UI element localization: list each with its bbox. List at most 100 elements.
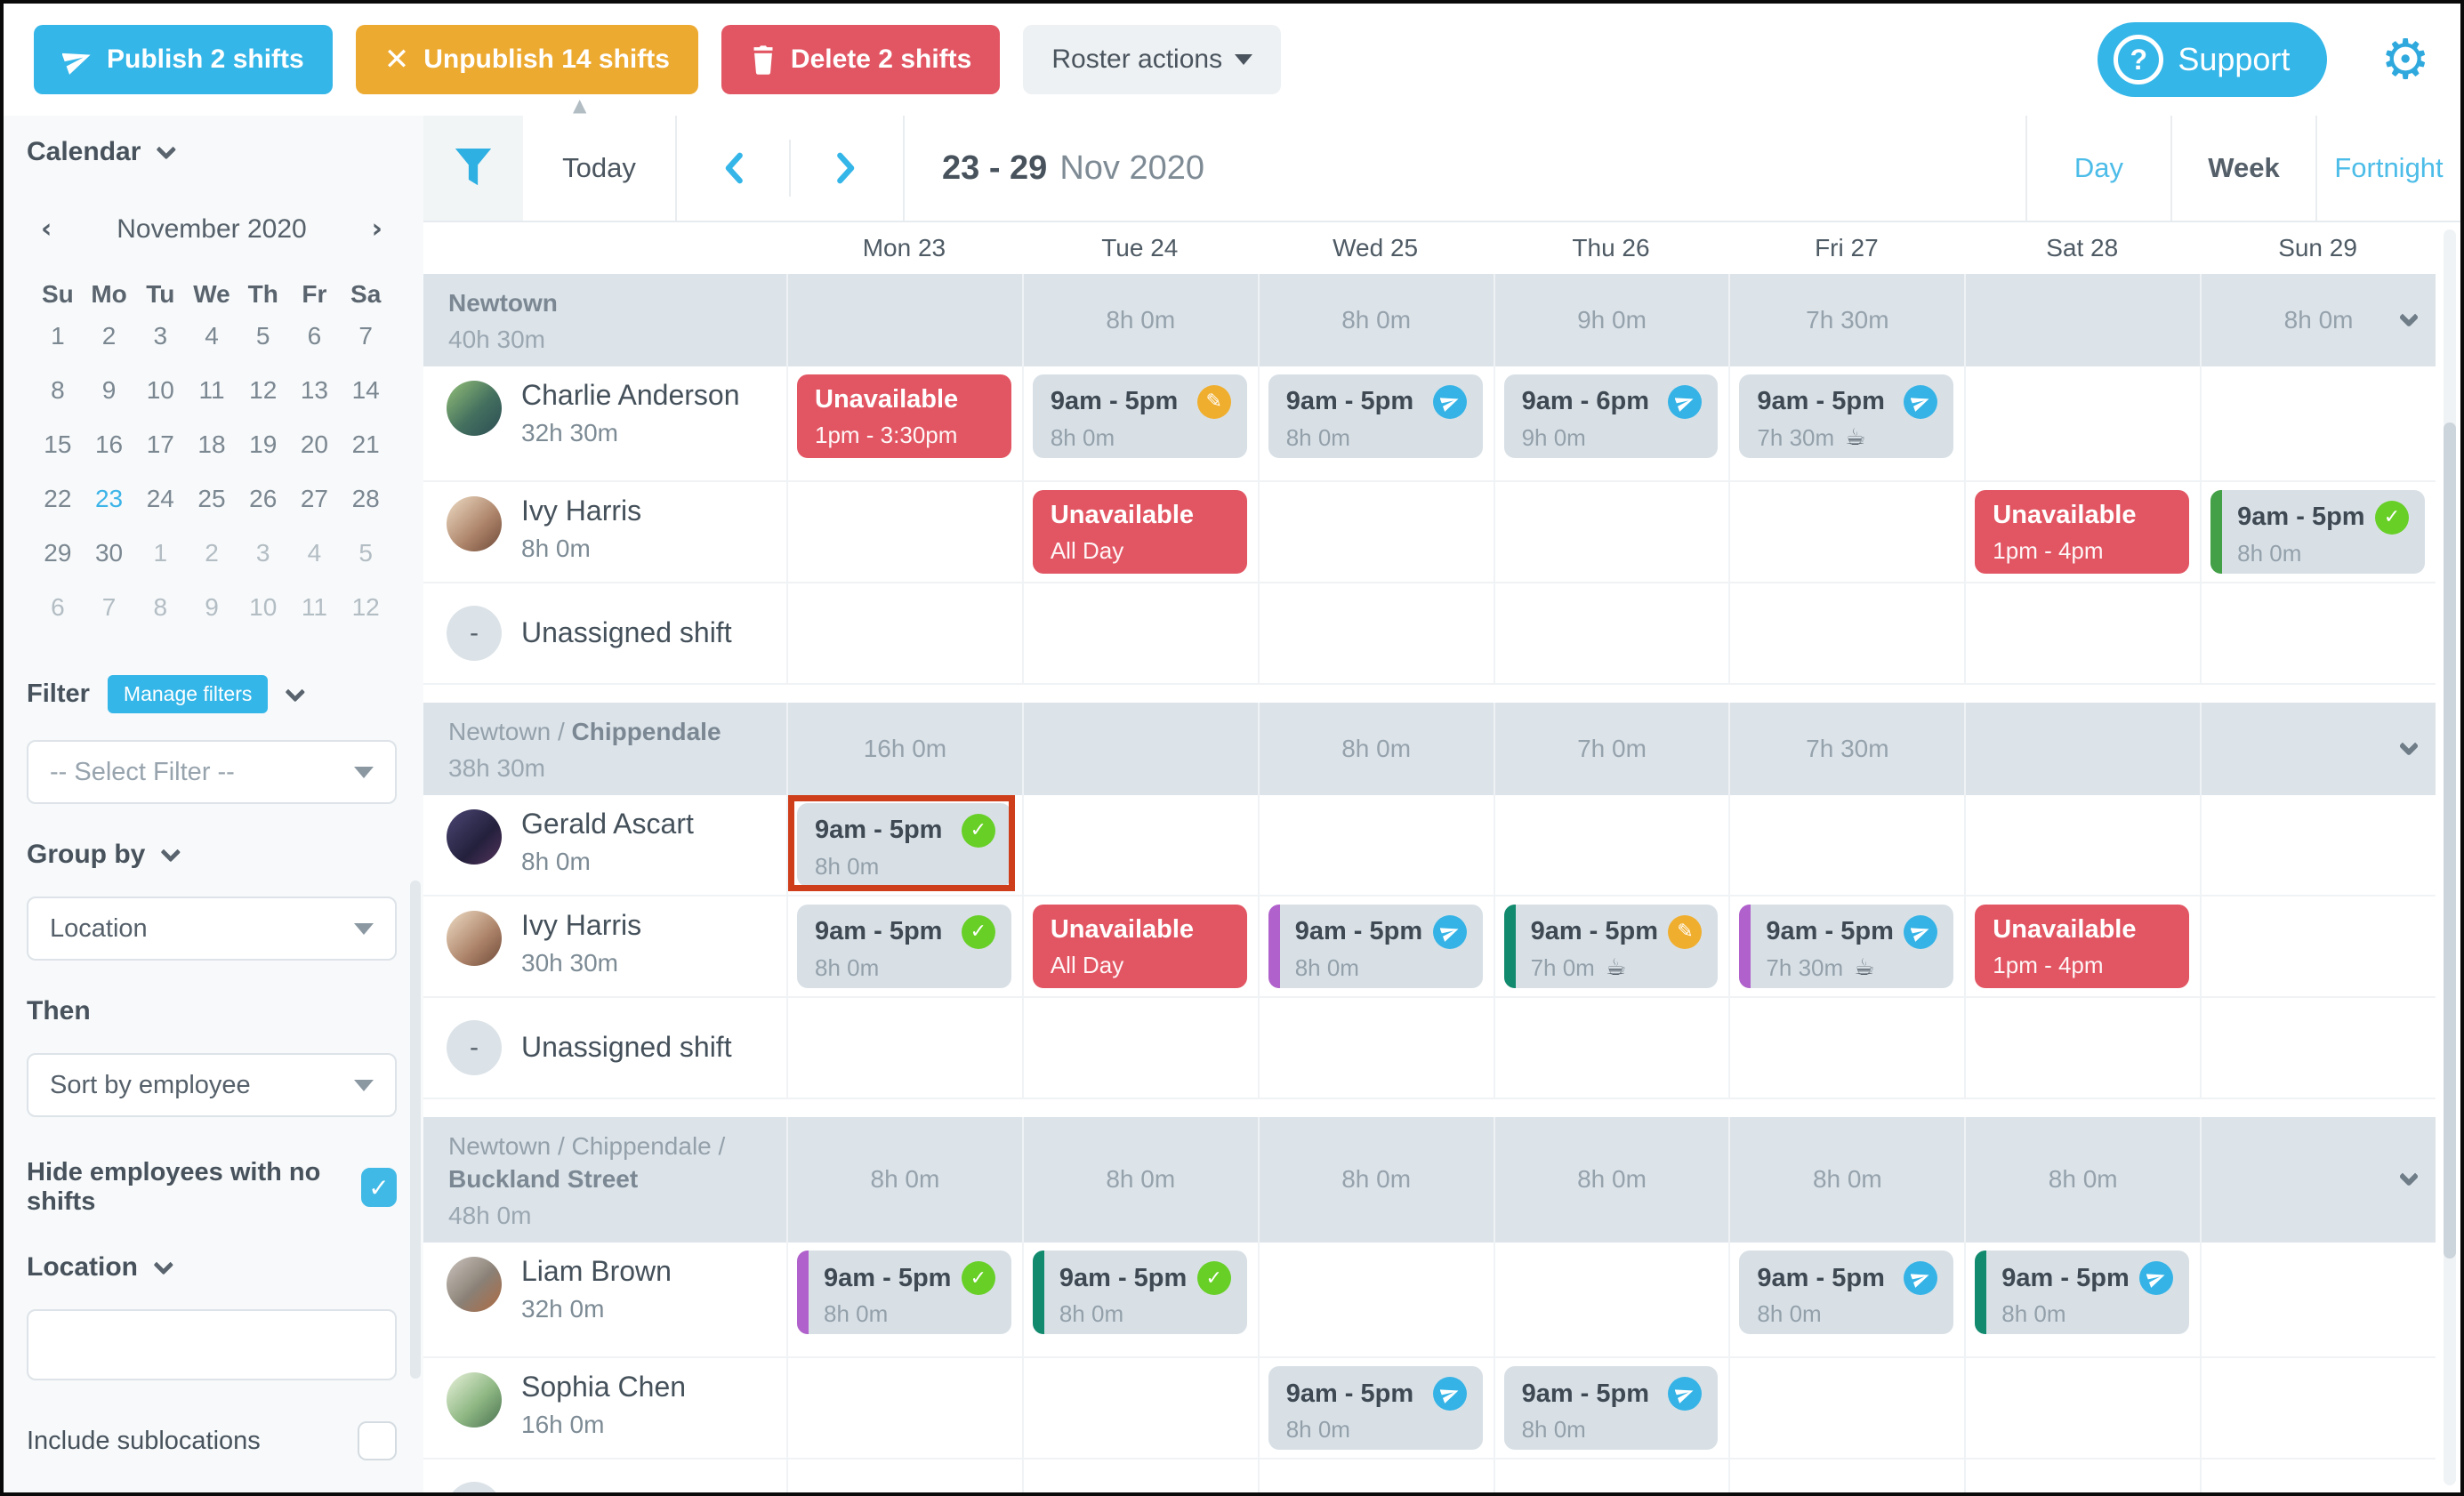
shift-card[interactable]: 9am - 5pm 7h 30m ☕ [1739, 374, 1954, 458]
mini-calendar-day[interactable]: 13 [300, 375, 328, 404]
shift-cell[interactable]: Unavailable 1pm - 3:30pm [786, 366, 1022, 480]
mini-calendar-day[interactable]: 3 [153, 321, 168, 350]
shift-cell[interactable] [1964, 794, 2200, 895]
shift-cell[interactable] [786, 1358, 1022, 1459]
mini-calendar-day[interactable]: 12 [351, 592, 380, 621]
shift-cell[interactable] [1493, 1243, 1729, 1357]
shift-card[interactable]: 9am - 5pm 8h 0m [1739, 1251, 1954, 1335]
shift-cell[interactable]: 9am - 5pm 8h 0m [1493, 1358, 1729, 1459]
mini-calendar-day[interactable]: 2 [101, 321, 117, 350]
collapse-group-chevron-icon[interactable] [2398, 307, 2420, 328]
mini-calendar-day[interactable]: 21 [351, 430, 380, 458]
next-week-button[interactable] [830, 150, 860, 186]
shift-cell[interactable]: 9am - 5pm 7h 30m ☕ [1728, 896, 1964, 996]
shift-cell[interactable]: 9am - 5pm ✓ 8h 0m [786, 1243, 1022, 1357]
shift-cell[interactable]: Unavailable 1pm - 4pm [1964, 896, 2200, 996]
shift-card[interactable]: 9am - 5pm 8h 0m [1268, 374, 1483, 458]
mini-calendar-day[interactable]: 7 [358, 321, 373, 350]
shift-cell[interactable]: 9am - 5pm 7h 30m ☕ [1728, 366, 1964, 480]
collapse-group-chevron-icon[interactable] [2398, 736, 2420, 756]
mini-calendar-day[interactable]: 17 [146, 430, 174, 458]
shift-cell[interactable] [786, 481, 1022, 582]
shift-cell[interactable]: Unavailable All Day [1021, 896, 1258, 996]
mini-calendar-day[interactable]: 25 [197, 484, 226, 512]
today-button[interactable]: Today [523, 116, 677, 221]
mini-calendar-day[interactable]: 6 [307, 321, 322, 350]
shift-card[interactable]: 9am - 5pm 8h 0m [1268, 1366, 1483, 1451]
unpublish-button[interactable]: ✕ Unpublish 14 shifts [355, 25, 698, 94]
shift-cell[interactable] [1728, 1460, 1964, 1492]
shift-cell[interactable] [1021, 997, 1258, 1098]
mini-calendar-day[interactable]: 11 [198, 375, 225, 404]
mini-calendar-day[interactable]: 9 [101, 375, 117, 404]
shift-cell[interactable] [1964, 366, 2200, 480]
shift-cell[interactable]: 9am - 5pm ✎ 8h 0m [1021, 366, 1258, 480]
shift-cell[interactable]: 9am - 5pm ✓ 8h 0m [786, 896, 1022, 996]
shift-cell[interactable] [1964, 583, 2200, 683]
mini-calendar-day[interactable]: 22 [44, 484, 72, 512]
shift-cell[interactable] [1493, 1460, 1729, 1492]
shift-cell[interactable]: 9am - 5pm ✎ 7h 0m ☕ [1493, 896, 1729, 996]
shift-cell[interactable] [1257, 481, 1494, 582]
mini-calendar-day[interactable]: 10 [146, 375, 174, 404]
shift-cell[interactable] [1257, 1460, 1494, 1492]
mini-calendar-day[interactable]: 9 [205, 592, 219, 621]
shift-cell[interactable] [1493, 481, 1729, 582]
shift-cell[interactable]: 9am - 5pm 8h 0m [1728, 1243, 1964, 1357]
mini-calendar-day[interactable]: 16 [94, 430, 124, 458]
mini-calendar-day[interactable]: 20 [300, 430, 328, 458]
shift-cell[interactable] [1964, 997, 2200, 1098]
shift-cell[interactable] [1493, 997, 1729, 1098]
shift-card[interactable]: 9am - 5pm ✓ 8h 0m [797, 802, 1011, 887]
shift-cell[interactable]: Unavailable All Day [1021, 481, 1258, 582]
mini-calendar-day[interactable]: 8 [153, 592, 168, 621]
shift-cell[interactable]: 9am - 5pm ✓ 8h 0m [2200, 481, 2436, 582]
shift-cell[interactable] [1964, 1358, 2200, 1459]
mini-calendar-day[interactable]: 1 [153, 538, 168, 567]
shift-cell[interactable]: 9am - 5pm 8h 0m [1964, 1243, 2200, 1357]
filter-funnel-button[interactable] [423, 116, 523, 221]
shift-cell[interactable] [1257, 583, 1494, 683]
shift-cell[interactable] [1728, 794, 1964, 895]
shift-cell[interactable] [2200, 896, 2436, 996]
shift-cell[interactable]: 9am - 5pm ✓ 8h 0m [786, 794, 1022, 895]
mini-calendar-day[interactable]: 18 [197, 430, 226, 458]
shift-cell[interactable]: 9am - 6pm 9h 0m [1493, 366, 1729, 480]
view-tab-week[interactable]: Week [2170, 116, 2315, 221]
mini-calendar-day[interactable]: 28 [351, 484, 380, 512]
shift-cell[interactable] [1021, 1460, 1258, 1492]
collapse-group-chevron-icon[interactable] [2398, 1166, 2420, 1187]
mini-calendar-day[interactable]: 8 [51, 375, 65, 404]
manage-filters-button[interactable]: Manage filters [107, 675, 269, 713]
mini-calendar-day[interactable]: 14 [351, 375, 380, 404]
shift-cell[interactable] [1728, 481, 1964, 582]
mini-calendar-day[interactable]: 11 [301, 592, 327, 621]
roster-actions-button[interactable]: Roster actions [1023, 25, 1282, 94]
next-month-button[interactable]: › [371, 213, 382, 245]
mini-calendar-day[interactable]: 3 [255, 538, 270, 567]
shift-card[interactable]: 9am - 5pm ✓ 8h 0m [2210, 489, 2425, 574]
mini-calendar-day[interactable]: 27 [300, 484, 328, 512]
mini-calendar-day[interactable]: 15 [44, 430, 72, 458]
unavailable-card[interactable]: Unavailable 1pm - 4pm [1975, 904, 2190, 988]
shift-cell[interactable] [1257, 997, 1494, 1098]
shift-cell[interactable] [2200, 366, 2436, 480]
mini-calendar-day[interactable]: 4 [307, 538, 322, 567]
shift-card[interactable]: 9am - 6pm 9h 0m [1503, 374, 1719, 458]
mini-calendar-day[interactable]: 26 [249, 484, 278, 512]
hide-no-shifts-checkbox[interactable]: ✓ [360, 1168, 397, 1207]
location-input[interactable] [27, 1309, 397, 1380]
mini-calendar-day[interactable]: 30 [94, 538, 124, 567]
shift-cell[interactable] [1021, 583, 1258, 683]
shift-card[interactable]: 9am - 5pm 8h 0m [1975, 1251, 2190, 1335]
shift-cell[interactable]: 9am - 5pm 8h 0m [1257, 366, 1494, 480]
shift-card[interactable]: 9am - 5pm 8h 0m [1268, 904, 1483, 988]
shift-cell[interactable] [1257, 794, 1494, 895]
unavailable-card[interactable]: Unavailable 1pm - 3:30pm [797, 374, 1011, 458]
mini-calendar-day[interactable]: 2 [205, 538, 219, 567]
shift-card[interactable]: 9am - 5pm 8h 0m [1503, 1366, 1719, 1451]
support-button[interactable]: ? Support [2098, 22, 2328, 97]
shift-cell[interactable] [1728, 997, 1964, 1098]
shift-cell[interactable] [786, 997, 1022, 1098]
view-tab-fortnight[interactable]: Fortnight [2315, 116, 2460, 221]
